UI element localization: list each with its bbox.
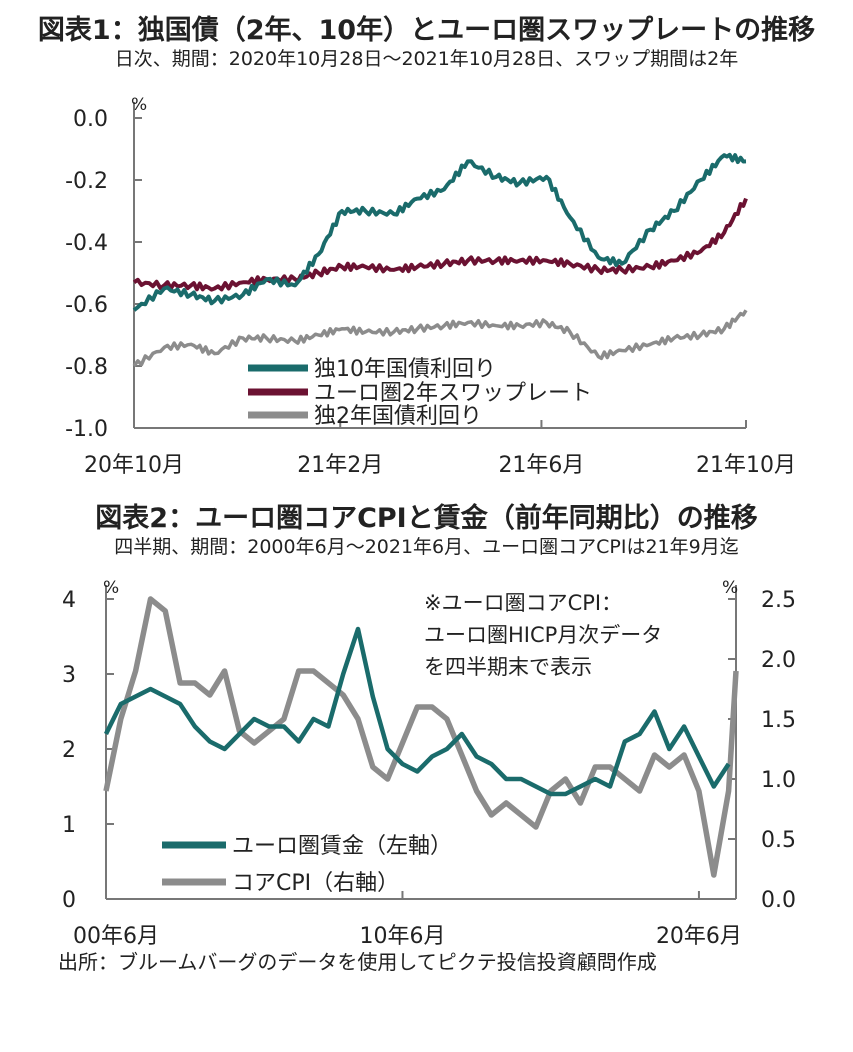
chart2-left-tick-label: 0: [62, 888, 76, 913]
chart2-x-tick-label: 20年6月: [656, 924, 742, 949]
chart2-left-tick-label: 3: [62, 663, 76, 688]
chart2-right-tick-label: 1.0: [761, 768, 796, 793]
chart2-right-tick-label: 0.0: [761, 888, 796, 913]
chart2-note-line: ※ユーロ圏コアCPI：: [424, 591, 622, 615]
chart1-legend-label: 独2年国債利回り: [314, 404, 482, 429]
chart1-x-tick-label: 20年10月: [84, 453, 184, 478]
chart1-legend-label: ユーロ圏2年スワップレート: [314, 381, 592, 406]
chart2-series-line: [103, 596, 739, 878]
chart1-plot: % 0.0 -0.2 -0.4 -0.6 -0.8 -1.0 20年10月 21年2月 21年6月…: [65, 95, 796, 478]
chart1-x-tick-label: 21年2月: [297, 453, 383, 478]
chart2-plot: % % 4 3 2 1 0 2.5 2.0 1.5 1.0 0.5 0.0 00年6月 10年6月 20年6月…: [62, 578, 796, 949]
chart2-right-tick-label: 0.5: [761, 828, 796, 853]
chart1-title: 図表1：独国債（2年、10年）とユーロ圏スワップレートの推移: [37, 15, 816, 46]
chart2-right-tick-label: 1.5: [761, 708, 796, 733]
chart2-x-tick-label: 00年6月: [73, 924, 159, 949]
chart2-subtitle: 四半期、期間：2000年6月～2021年6月、ユーロ圏コアCPIは21年9月迄: [114, 536, 739, 558]
chart2-right-unit: %: [722, 578, 738, 598]
chart1-subtitle: 日次、期間：2020年10月28日～2021年10月28日、スワップ期間は2年: [114, 48, 739, 70]
chart2-legend-label: コアCPI（右軸）: [232, 871, 399, 896]
chart1-y-tick-label: -0.2: [65, 169, 108, 194]
chart2-left-tick-label: 1: [62, 813, 76, 838]
chart2-right-tick-label: 2.0: [761, 648, 796, 673]
chart2-left-tick-label: 4: [62, 588, 76, 613]
chart1-unit-label: %: [131, 95, 147, 115]
chart2-legend-label: ユーロ圏賃金（左軸）: [232, 834, 452, 859]
chart1-y-tick-label: -0.4: [65, 231, 108, 256]
chart2-note-line: を四半期末で表示: [424, 655, 592, 679]
chart2-left-tick-label: 2: [62, 738, 76, 763]
chart1-y-tick-label: 0.0: [73, 107, 108, 132]
chart2-left-unit: %: [103, 578, 119, 598]
chart1-y-tick-label: -1.0: [65, 417, 108, 442]
chart1-y-tick-label: -0.8: [65, 355, 108, 380]
chart1-y-tick-label: -0.6: [65, 293, 108, 318]
chart1-x-tick-label: 21年6月: [498, 453, 584, 478]
chart2-note-line: ユーロ圏HICP月次データ: [424, 623, 662, 647]
chart2-x-tick-label: 10年6月: [359, 924, 445, 949]
chart1-series-line: [132, 197, 748, 292]
chart1-x-tick-label: 21年10月: [696, 453, 796, 478]
chart2-right-tick-label: 2.5: [761, 588, 796, 613]
chart2-title: 図表2：ユーロ圏コアCPIと賃金（前年同期比）の推移: [95, 503, 758, 534]
source-note: 出所：ブルームバーグのデータを使用してピクテ投信投資顧問作成: [58, 950, 657, 974]
chart1-legend-label: 独10年国債利回り: [314, 357, 496, 382]
